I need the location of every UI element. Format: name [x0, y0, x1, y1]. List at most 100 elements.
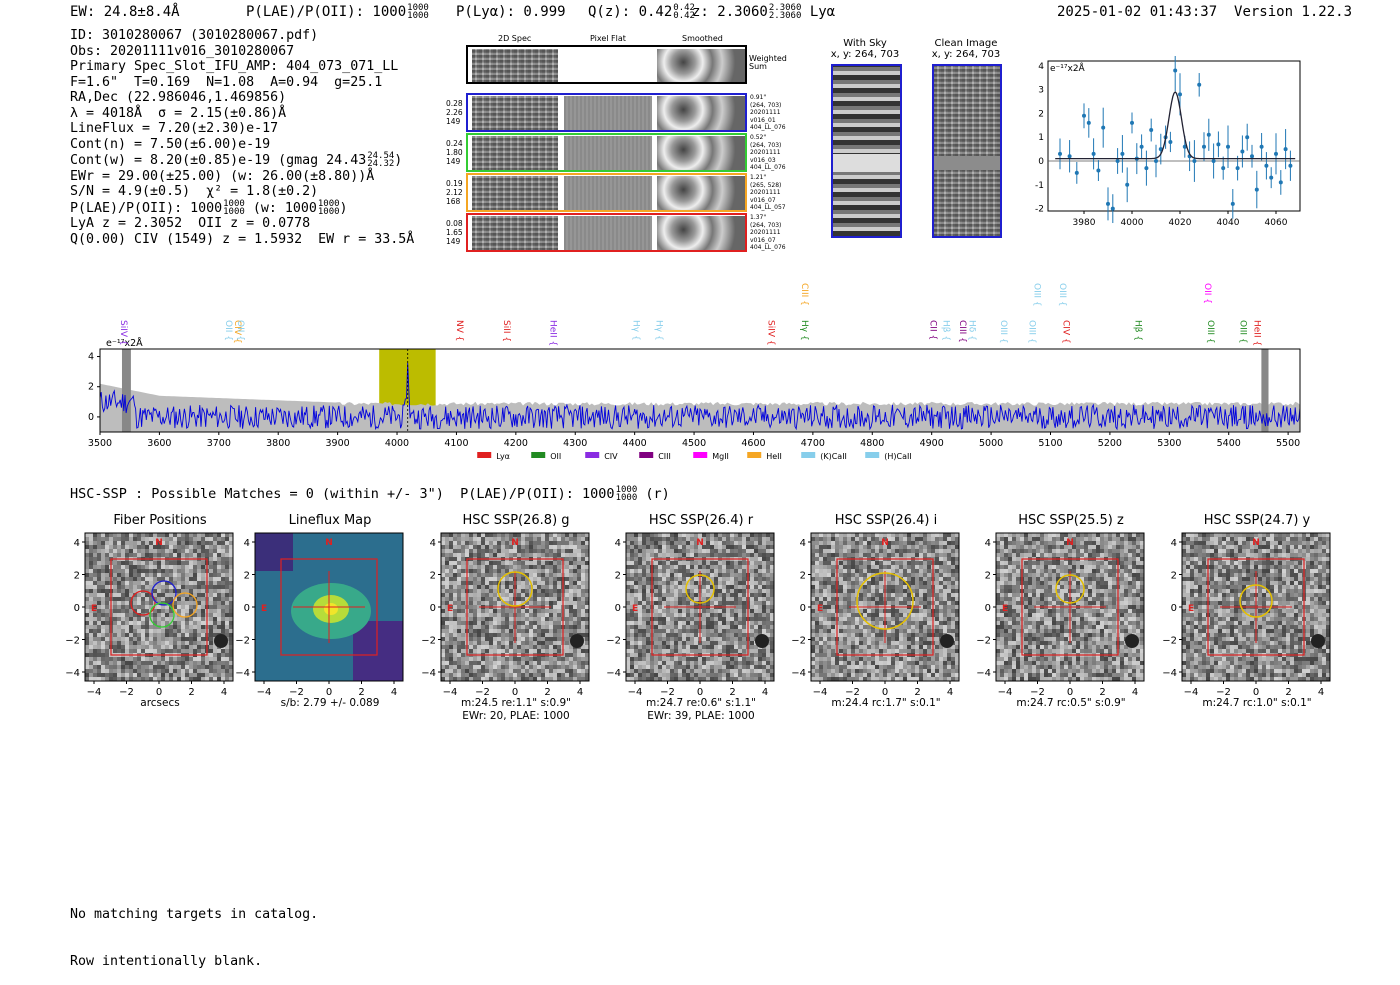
- hsc-pixel: [899, 553, 903, 557]
- hsc-pixel: [97, 613, 101, 617]
- hsc-pixel: [481, 625, 485, 629]
- hsc-pixel: [529, 621, 533, 625]
- hsc-pixel: [489, 677, 493, 681]
- weighted-sum-label: Weighted Sum: [749, 55, 787, 71]
- hsc-pixel: [457, 541, 461, 545]
- hsc-pixel: [197, 577, 201, 581]
- hsc-pixel: [674, 645, 678, 649]
- hsc-pixel: [173, 629, 177, 633]
- hsc-pixel: [674, 561, 678, 565]
- hsc-pixel: [193, 577, 197, 581]
- hsc-x-tick: −4: [443, 687, 458, 695]
- hsc-pixel: [441, 585, 445, 589]
- hsc-pixel: [658, 661, 662, 665]
- hsc-pixel: [634, 657, 638, 661]
- hsc-pixel: [694, 549, 698, 553]
- hsc-pixel: [907, 569, 911, 573]
- hsc-pixel: [569, 549, 573, 553]
- hsc-pixel: [469, 677, 473, 681]
- hsc-pixel: [137, 621, 141, 625]
- hsc-pixel: [205, 657, 209, 661]
- hsc-pixel: [473, 661, 477, 665]
- hsc-pixel: [453, 537, 457, 541]
- hsc-pixel: [754, 617, 758, 621]
- hsc-pixel: [481, 669, 485, 673]
- hsc-pixel: [121, 561, 125, 565]
- hsc-pixel: [674, 565, 678, 569]
- hsc-pixel: [638, 637, 642, 641]
- hsc-pixel: [706, 569, 710, 573]
- hsc-pixel: [646, 653, 650, 657]
- hsc-pixel: [766, 533, 770, 537]
- hsc-pixel: [533, 673, 537, 677]
- hsc-pixel: [493, 657, 497, 661]
- hsc-pixel: [545, 593, 549, 597]
- hsc-pixel: [97, 637, 101, 641]
- hsc-pixel: [153, 637, 157, 641]
- hsc-pixel: [529, 561, 533, 565]
- hsc-pixel: [141, 677, 145, 681]
- hsc-pixel: [939, 557, 943, 561]
- hsc-pixel: [97, 617, 101, 621]
- hsc-pixel: [585, 589, 589, 593]
- hsc-pixel: [730, 625, 734, 629]
- hsc-pixel: [577, 665, 581, 669]
- hsc-pixel: [630, 629, 634, 633]
- hsc-pixel: [169, 561, 173, 565]
- hsc-pixel: [493, 593, 497, 597]
- hsc-pixel: [193, 553, 197, 557]
- hsc-pixel: [193, 533, 197, 537]
- hsc-pixel: [545, 573, 549, 577]
- hsc-pixel: [855, 565, 859, 569]
- hsc-pixel: [907, 533, 911, 537]
- hsc-pixel: [145, 617, 149, 621]
- hsc-pixel: [565, 609, 569, 613]
- hsc-pixel: [746, 545, 750, 549]
- hsc-pixel: [169, 597, 173, 601]
- hsc-pixel: [634, 545, 638, 549]
- hsc-pixel: [117, 661, 121, 665]
- fit-x-tick: 3980: [1073, 218, 1096, 228]
- hsc-pixel: [449, 549, 453, 553]
- hsc-pixel: [117, 601, 121, 605]
- hsc-pixel: [485, 617, 489, 621]
- hsc-pixel: [573, 597, 577, 601]
- hsc-pixel: [545, 565, 549, 569]
- hsc-pixel: [642, 645, 646, 649]
- hsc-pixel: [630, 561, 634, 565]
- hsc-pixel: [477, 549, 481, 553]
- hsc-pixel: [533, 677, 537, 681]
- hsc-pixel: [97, 673, 101, 677]
- hsc-pixel: [919, 533, 923, 537]
- hsc-pixel: [738, 537, 742, 541]
- hsc-pixel: [501, 613, 505, 617]
- hsc-pixel: [557, 545, 561, 549]
- hsc-pixel: [473, 669, 477, 673]
- hsc-pixel: [481, 617, 485, 621]
- hsc-pixel: [201, 541, 205, 545]
- hsc-pixel: [201, 597, 205, 601]
- hsc-pixel: [750, 573, 754, 577]
- hsc-pixel: [105, 605, 109, 609]
- hsc-pixel: [473, 577, 477, 581]
- hsc-pixel: [875, 561, 879, 565]
- hsc-pixel: [441, 641, 445, 645]
- hsc-pixel: [642, 597, 646, 601]
- hsc-pixel: [537, 625, 541, 629]
- hsc-pixel: [654, 677, 658, 681]
- hsc-pixel: [549, 677, 553, 681]
- hsc-pixel: [485, 645, 489, 649]
- hsc-pixel: [642, 661, 646, 665]
- hsc-pixel: [666, 633, 670, 637]
- hsc-pixel: [875, 565, 879, 569]
- hsc-pixel: [658, 533, 662, 537]
- hsc-pixel: [113, 633, 117, 637]
- hsc-pixel: [642, 653, 646, 657]
- hsc-pixel: [493, 549, 497, 553]
- hsc-pixel: [517, 565, 521, 569]
- hsc-pixel: [469, 609, 473, 613]
- hsc-pixel: [702, 565, 706, 569]
- hsc-pixel: [879, 577, 883, 581]
- hsc-pixel: [197, 593, 201, 597]
- hsc-pixel: [537, 589, 541, 593]
